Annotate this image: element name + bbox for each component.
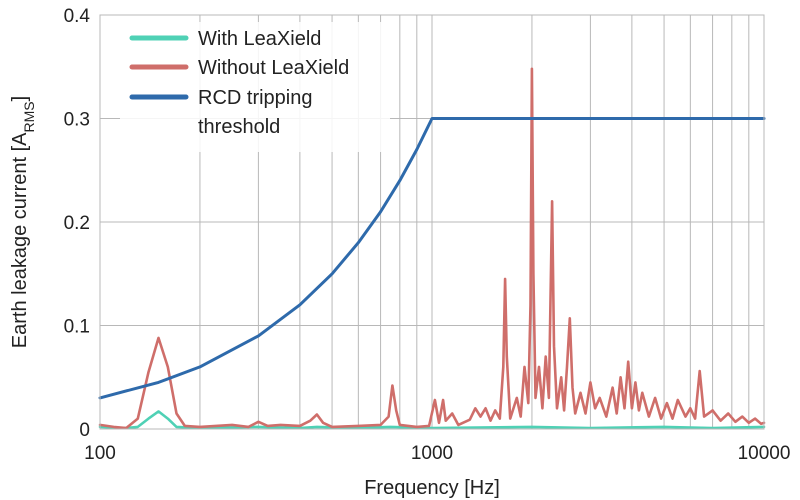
y-axis-label-main: Earth leakage current [A: [9, 132, 31, 348]
y-axis-label: Earth leakage current [ARMS]: [9, 96, 37, 348]
y-tick-label: 0.4: [64, 6, 91, 27]
y-tick-label: 0.1: [64, 317, 90, 338]
y-axis-label-close: ]: [9, 96, 31, 102]
legend-label-threshold-line2: threshold: [198, 116, 280, 138]
series-line-with: [98, 410, 766, 430]
x-tick-label: 1000: [411, 443, 453, 464]
x-tick-label: 10000: [738, 443, 791, 464]
x-axis-label: Frequency [Hz]: [364, 477, 500, 499]
tick-labels: 100 1000 10000 0 0.1 0.2 0.3 0.4: [64, 6, 791, 464]
legend-label-threshold-line1: RCD tripping: [198, 87, 312, 109]
legend-label-with: With LeaXield: [198, 28, 321, 50]
y-tick-label: 0.2: [64, 213, 90, 234]
y-tick-label: 0.3: [64, 110, 90, 131]
series-line-without: [98, 67, 766, 430]
y-tick-label: 0: [79, 420, 90, 441]
series-line-threshold: [98, 117, 766, 400]
legend-background: [120, 22, 390, 152]
y-axis-label-subscript: RMS: [21, 101, 37, 132]
legend-label-without: Without LeaXield: [198, 57, 349, 79]
legend: With LeaXield Without LeaXield RCD tripp…: [120, 22, 390, 152]
series-lines: [98, 67, 766, 430]
x-tick-label: 100: [84, 443, 116, 464]
plot-frame: [99, 14, 765, 430]
